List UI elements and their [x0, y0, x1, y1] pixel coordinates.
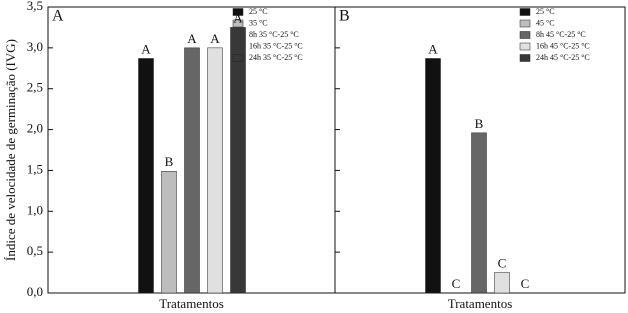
- legend-swatch: [232, 19, 244, 28]
- legend-label: 16h 45 °C-25 °C: [536, 41, 590, 50]
- legend-swatch: [232, 54, 244, 62]
- y-tick-label: 0,5: [27, 243, 43, 258]
- legend-label: 45 °C: [536, 18, 555, 27]
- legend-label: 8h 35 °C-25 °C: [249, 30, 299, 39]
- significance-letter: A: [428, 41, 438, 56]
- significance-letter: C: [452, 276, 461, 291]
- bar: [425, 58, 441, 294]
- legend-label: 16h 35 °C-25 °C: [249, 41, 303, 50]
- y-tick-label: 0,0: [27, 284, 43, 299]
- significance-letter: C: [498, 256, 507, 271]
- legend-swatch: [519, 19, 531, 28]
- y-tick-label: 3,0: [27, 39, 43, 54]
- y-tick-label: 2,0: [27, 121, 43, 136]
- significance-letter: B: [475, 116, 484, 131]
- bar: [207, 47, 223, 294]
- legend-label: 24h 35 °C-25 °C: [249, 53, 303, 62]
- y-tick-label: 1,5: [27, 161, 43, 176]
- legend-label: 35 °C: [249, 18, 268, 27]
- y-tick-label: 1,0: [27, 202, 43, 217]
- legend-swatch: [519, 42, 531, 51]
- legend-label: 25 °C: [536, 7, 555, 16]
- bar: [184, 47, 200, 294]
- legend-label: 25 °C: [249, 7, 268, 16]
- legend-swatch: [232, 8, 244, 16]
- significance-letter: A: [141, 41, 151, 56]
- bar: [494, 272, 510, 294]
- legend-swatch: [519, 54, 531, 62]
- legend-swatch: [519, 8, 531, 16]
- y-tick-label: 3,5: [27, 0, 43, 13]
- y-tick-label: 2,5: [27, 80, 43, 95]
- x-axis-label: Tratamentos: [159, 296, 224, 311]
- significance-letter: C: [521, 276, 530, 291]
- bar: [161, 170, 177, 294]
- legend-label: 8h 45 °C-25 °C: [536, 30, 586, 39]
- x-axis-label: Tratamentos: [448, 296, 513, 311]
- bar: [471, 132, 487, 294]
- bar: [138, 58, 154, 294]
- legend-swatch: [519, 31, 531, 39]
- y-axis-label: Índice de velocidade de germinação (IVG): [3, 39, 18, 261]
- significance-letter: A: [210, 31, 220, 46]
- panel-label: B: [339, 8, 350, 25]
- bar: [230, 27, 246, 294]
- significance-letter: A: [187, 31, 197, 46]
- significance-letter: B: [165, 154, 174, 169]
- legend-label: 24h 45 °C-25 °C: [536, 53, 590, 62]
- significance-letter: A: [233, 10, 243, 25]
- panel-label: A: [52, 8, 64, 25]
